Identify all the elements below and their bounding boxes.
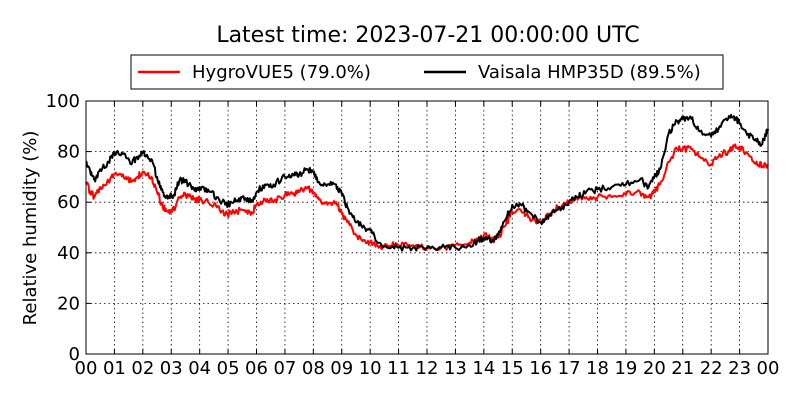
legend-label-vaisala: Vaisala HMP35D (89.5%): [478, 62, 701, 83]
x-tick-label: 19: [614, 358, 637, 379]
x-tick-label: 18: [586, 358, 609, 379]
y-tick-label: 60: [57, 192, 80, 213]
y-axis-ticks: 0 20 40 60 80 100: [46, 91, 768, 365]
legend-label-hygrovue5: HygroVUE5 (79.0%): [192, 62, 371, 83]
x-tick-label: 14: [472, 358, 495, 379]
x-tick-label: 17: [558, 358, 581, 379]
x-tick-label: 01: [103, 358, 126, 379]
x-tick-label: 16: [529, 358, 552, 379]
x-tick-label: 15: [501, 358, 524, 379]
x-tick-label: 07: [273, 358, 296, 379]
x-tick-label: 09: [330, 358, 353, 379]
x-tick-label: 02: [131, 358, 154, 379]
y-tick-label: 100: [46, 91, 80, 112]
y-tick-label: 80: [57, 142, 80, 163]
x-axis-ticks: 00 01 02 03 04 05 06 07 08 09 10 11 12 13 14 15 16 17 18 19…: [75, 101, 780, 379]
y-tick-label: 20: [57, 293, 80, 314]
y-tick-label: 40: [57, 243, 80, 264]
x-tick-label: 13: [444, 358, 467, 379]
y-tick-label: 0: [69, 344, 80, 365]
x-tick-label: 20: [643, 358, 666, 379]
series-line-0: [85, 143, 769, 252]
y-axis-label: Relative humidity (%): [20, 131, 41, 326]
legend: HygroVUE5 (79.0%) Vaisala HMP35D (89.5%): [130, 54, 724, 90]
x-tick-label: 04: [188, 358, 211, 379]
x-tick-label: 06: [245, 358, 268, 379]
x-tick-label: 22: [700, 358, 723, 379]
x-tick-label: 11: [387, 358, 410, 379]
x-tick-label: 00: [757, 358, 780, 379]
x-tick-label: 21: [671, 358, 694, 379]
x-tick-label: 23: [728, 358, 751, 379]
x-tick-label: 05: [217, 358, 240, 379]
grid: [86, 101, 768, 354]
x-tick-label: 03: [160, 358, 183, 379]
x-tick-label: 00: [75, 358, 98, 379]
series-line-1: [85, 113, 769, 252]
chart-title: Latest time: 2023-07-21 00:00:00 UTC: [216, 23, 639, 48]
x-tick-label: 12: [416, 358, 439, 379]
x-tick-label: 10: [359, 358, 382, 379]
series-lines: [85, 113, 769, 252]
x-tick-label: 08: [302, 358, 325, 379]
